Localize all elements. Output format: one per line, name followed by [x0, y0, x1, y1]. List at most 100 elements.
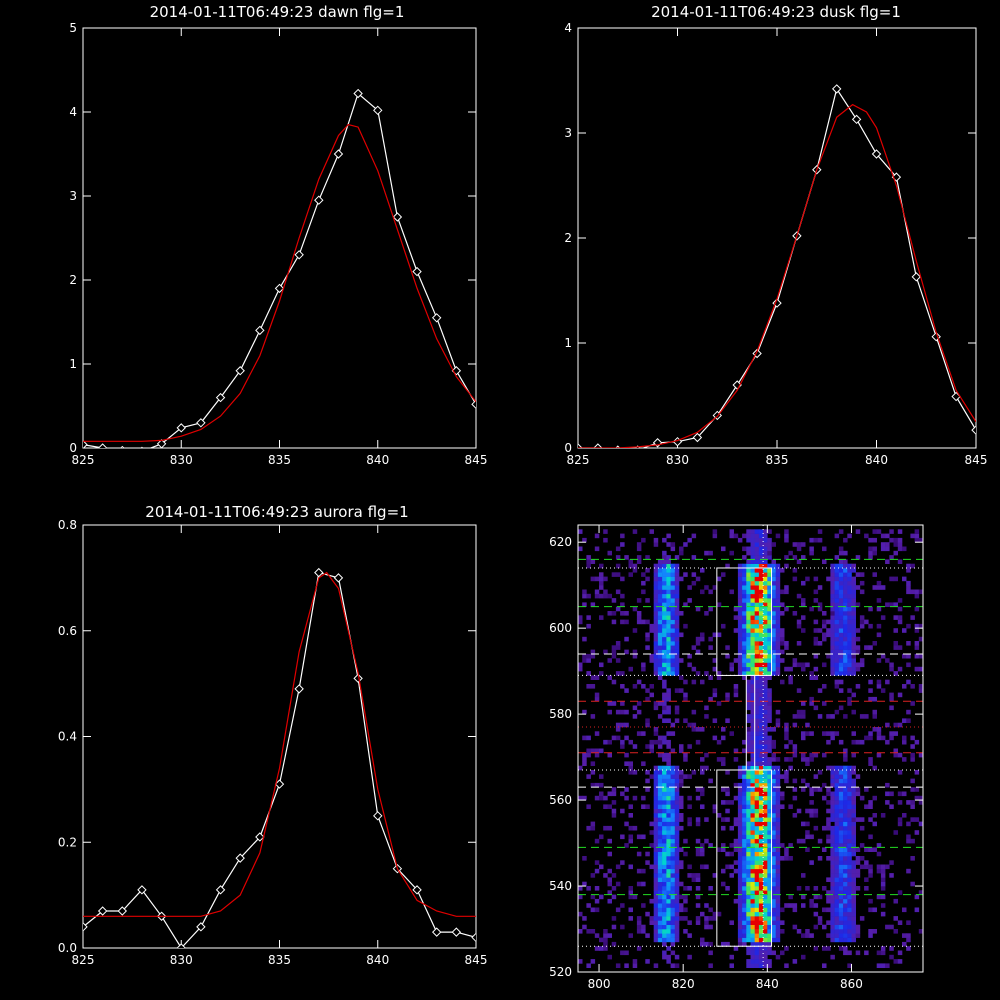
heatmap-cell	[830, 830, 835, 835]
heatmap-cell	[700, 937, 705, 943]
heatmap-cell	[687, 722, 692, 728]
heatmap-cell	[809, 606, 814, 612]
heatmap-cell	[775, 860, 781, 865]
heatmap-cell	[725, 808, 730, 814]
aurora-data-point	[196, 922, 206, 932]
heatmap-cell	[599, 937, 604, 943]
heatmap-cell	[742, 675, 747, 680]
heatmap-cell	[666, 838, 671, 844]
heatmap-cell	[691, 873, 697, 878]
heatmap-cell	[805, 933, 810, 938]
heatmap-cell	[737, 868, 743, 874]
heatmap-cell	[662, 890, 667, 895]
heatmap-cell	[721, 546, 726, 552]
heatmap-cell	[767, 825, 772, 831]
heatmap-cell	[859, 658, 865, 663]
heatmap-cell	[775, 653, 781, 659]
heatmap-cell	[843, 563, 848, 569]
heatmap-cell	[657, 830, 663, 835]
heatmap-cell	[754, 598, 760, 603]
heatmap-cell	[737, 821, 743, 827]
heatmap-cell	[750, 641, 755, 646]
heatmap-cell	[632, 529, 638, 534]
heatmap-cell	[843, 881, 848, 887]
heatmap-cell	[826, 920, 831, 925]
heatmap-cell	[792, 568, 798, 573]
heatmap-cell	[674, 705, 680, 711]
heatmap-cell	[662, 662, 667, 668]
heatmap-cell	[590, 873, 596, 878]
heatmap-cell	[662, 765, 667, 771]
heatmap-cell	[674, 933, 680, 938]
heatmap-cell	[834, 666, 840, 672]
heatmap-cell	[851, 623, 856, 629]
heatmap-cell	[801, 602, 806, 607]
heatmap-cell	[817, 606, 823, 612]
heatmap-cell	[851, 911, 856, 917]
heatmap-cell	[632, 628, 638, 633]
heatmap-cell	[754, 761, 760, 766]
heatmap-cell	[838, 873, 844, 878]
heatmap-cell	[767, 696, 772, 702]
heatmap-cell	[750, 825, 755, 831]
heatmap-cell	[847, 632, 852, 638]
heatmap-cell	[666, 653, 671, 659]
heatmap-cell	[674, 817, 680, 822]
heatmap-cell	[767, 761, 772, 766]
heatmap-cell	[666, 598, 671, 603]
heatmap-cell	[670, 911, 676, 917]
heatmap-cell	[758, 709, 764, 715]
heatmap-cell	[771, 886, 776, 891]
heatmap-cell	[767, 907, 772, 913]
heatmap-cell	[737, 825, 743, 831]
heatmap-cell	[830, 851, 835, 857]
dawn-fit-curve	[83, 123, 476, 442]
heatmap-cell	[855, 856, 861, 861]
heatmap-cell	[817, 920, 823, 925]
heatmap-cell	[817, 714, 823, 719]
heatmap-cell	[674, 649, 680, 655]
heatmap-cell	[737, 572, 743, 577]
heatmap-cell	[906, 662, 911, 668]
heatmap-cell	[796, 559, 802, 564]
heatmap-cell	[607, 752, 612, 758]
heatmap-cell	[653, 911, 659, 917]
heatmap-cell	[746, 572, 751, 577]
heatmap-cell	[653, 641, 659, 646]
heatmap-cell	[843, 946, 848, 951]
heatmap-cell	[662, 619, 667, 625]
heatmap-cell	[750, 860, 755, 865]
heatmap-cell	[897, 791, 903, 797]
heatmap-cell	[737, 804, 743, 809]
heatmap-cell	[674, 886, 680, 891]
heatmap-cell	[767, 757, 772, 762]
heatmap-cell	[813, 705, 819, 711]
heatmap-cell	[767, 653, 772, 659]
heatmap-cell	[830, 568, 835, 573]
heatmap-cell	[691, 666, 697, 672]
heatmap-cell	[830, 666, 835, 672]
heatmap-cell	[775, 628, 781, 633]
heatmap-cell	[758, 856, 764, 861]
heatmap-cell	[746, 606, 751, 612]
heatmap-cell	[594, 748, 600, 754]
heatmap-cell	[750, 645, 755, 650]
heatmap-cell	[737, 602, 743, 607]
heatmap-cell	[657, 800, 663, 805]
aurora-x-tick-label: 825	[72, 953, 95, 967]
heatmap-cell	[737, 653, 743, 659]
heatmap-cell	[754, 572, 760, 577]
heatmap-cell	[590, 782, 596, 788]
heatmap-cell	[737, 623, 743, 629]
heatmap-cell	[754, 701, 760, 706]
heatmap-cell	[902, 735, 907, 741]
heatmap-cell	[763, 580, 768, 586]
heatmap-cell	[758, 954, 764, 960]
heatmap-cell	[666, 868, 671, 874]
heatmap-cell	[796, 929, 802, 934]
heatmap-cell	[914, 589, 920, 595]
heatmap-cell	[902, 653, 907, 659]
heatmap-cell	[725, 696, 730, 702]
heatmap-cell	[657, 924, 663, 930]
heatmap-cell	[868, 929, 873, 934]
